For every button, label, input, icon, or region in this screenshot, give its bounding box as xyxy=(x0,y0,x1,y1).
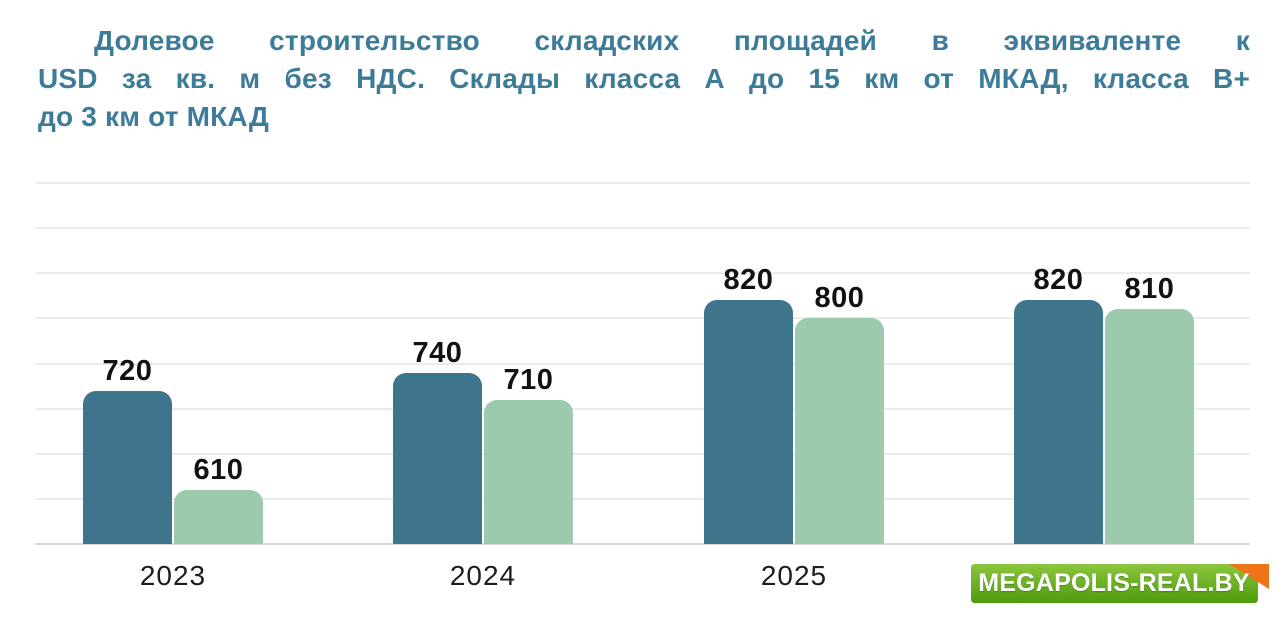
gridline xyxy=(35,272,1250,275)
gridline xyxy=(35,362,1250,365)
value-label-series-2-light-green-2025: 800 xyxy=(814,282,865,315)
gridline xyxy=(35,182,1250,184)
bar-2025-series-2-light-green xyxy=(795,318,884,544)
bar-group-4-series-2-light-green xyxy=(1105,309,1194,544)
x-axis-label-2023: 2023 xyxy=(139,560,207,591)
megapolis-watermark-badge: MEGAPOLIS-REAL.BY xyxy=(971,564,1269,603)
bar-group-4-series-1-dark-teal xyxy=(1014,300,1103,544)
value-label-series-2-light-green-2023: 610 xyxy=(193,453,244,486)
gridline xyxy=(35,497,1250,500)
chart-title: Долевое строительство складских площадей… xyxy=(38,22,1250,136)
gridline xyxy=(35,317,1250,320)
value-label-series-2-light-green-group-4: 810 xyxy=(1124,273,1175,306)
value-label-series-2-light-green-2024: 710 xyxy=(503,363,554,396)
gridline xyxy=(35,407,1250,410)
x-axis-label-2025: 2025 xyxy=(760,560,828,591)
value-label-series-1-dark-teal-group-4: 820 xyxy=(1033,264,1084,297)
bar-2025-series-1-dark-teal xyxy=(704,300,793,544)
chart-title-line-2: USD за кв. м без НДС. Склады класса А до… xyxy=(38,63,1250,94)
x-axis-label-2024: 2024 xyxy=(449,560,517,591)
chart-title-line-3: до 3 км от МКАД xyxy=(38,101,270,132)
watermark-label: MEGAPOLIS-REAL.BY xyxy=(978,569,1250,597)
chart-title-line-1: Долевое строительство складских площадей… xyxy=(94,25,1250,56)
bar-2023-series-2-light-green xyxy=(174,489,263,544)
value-label-series-1-dark-teal-2025: 820 xyxy=(723,264,774,297)
bar-2024-series-1-dark-teal xyxy=(393,372,482,544)
bar-2024-series-2-light-green xyxy=(484,399,573,544)
watermark-ribbon-icon xyxy=(971,564,1269,603)
bar-2023-series-1-dark-teal xyxy=(83,390,172,544)
value-label-series-1-dark-teal-2024: 740 xyxy=(412,336,463,369)
value-label-series-1-dark-teal-2023: 720 xyxy=(102,354,153,387)
gridline xyxy=(35,227,1250,230)
x-axis-baseline xyxy=(35,543,1250,545)
gridline xyxy=(35,452,1250,455)
